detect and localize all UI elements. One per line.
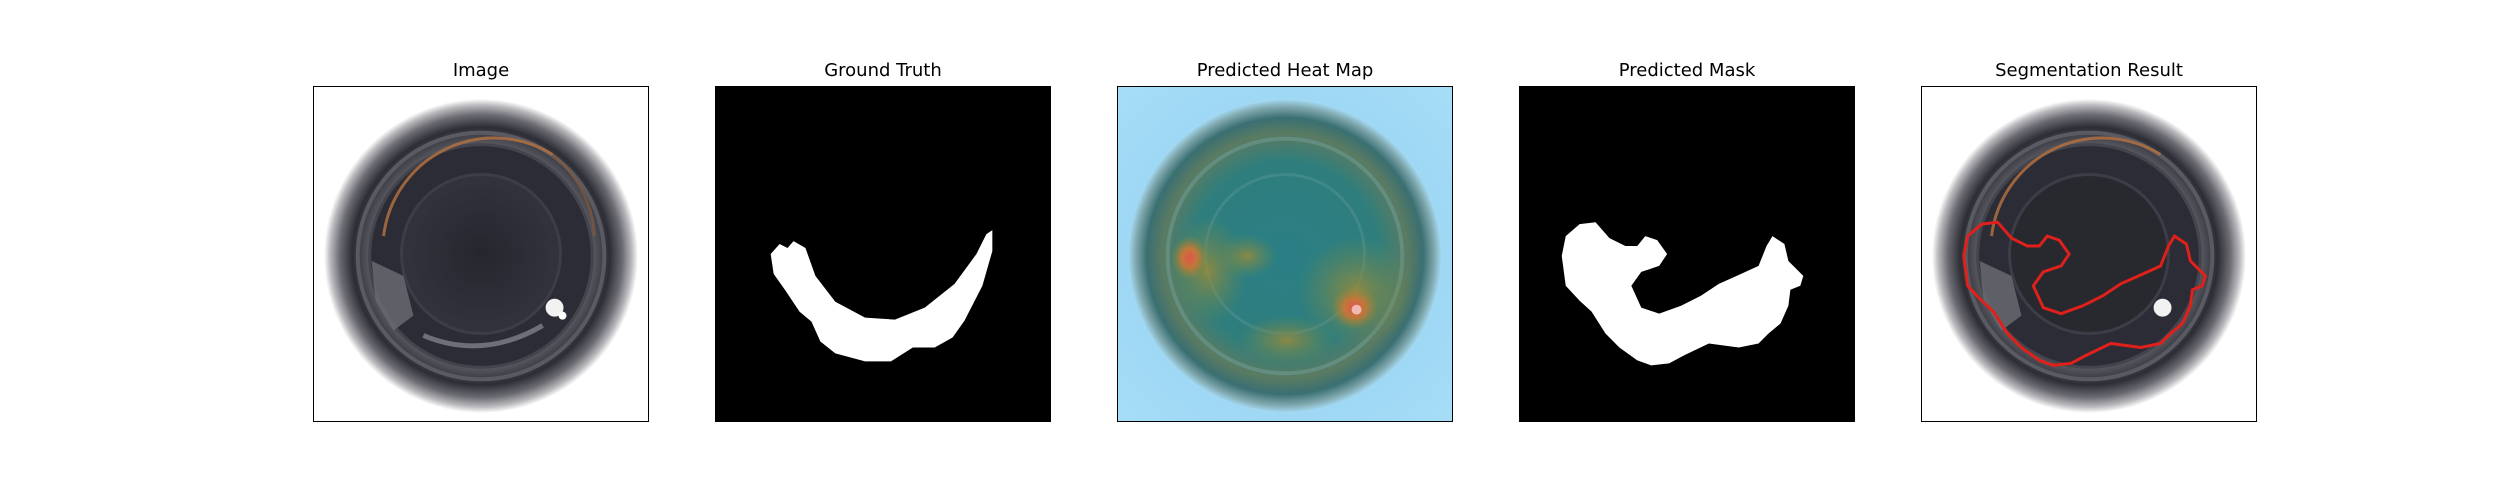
heat-map-overlay: [1118, 87, 1452, 421]
segmentation-contour: [1962, 220, 2207, 367]
ground-truth-mask: [716, 87, 1050, 421]
panel-heat-map: [1117, 86, 1453, 422]
panel-title-predicted-mask: Predicted Mask: [1618, 60, 1756, 81]
panel-ground-truth: [715, 86, 1051, 422]
panel-title-image: Image: [452, 60, 510, 81]
panel-predicted-mask: [1519, 86, 1855, 422]
panel-image: [313, 86, 649, 422]
panel-segmentation: [1921, 86, 2257, 422]
bottle-photo: [314, 87, 648, 421]
panel-title-heat-map: Predicted Heat Map: [1196, 60, 1374, 81]
predicted-mask: [1520, 87, 1854, 421]
panel-title-ground-truth: Ground Truth: [824, 60, 942, 81]
panel-title-segmentation: Segmentation Result: [1995, 60, 2183, 81]
segmentation-overlay: [1922, 87, 2256, 421]
